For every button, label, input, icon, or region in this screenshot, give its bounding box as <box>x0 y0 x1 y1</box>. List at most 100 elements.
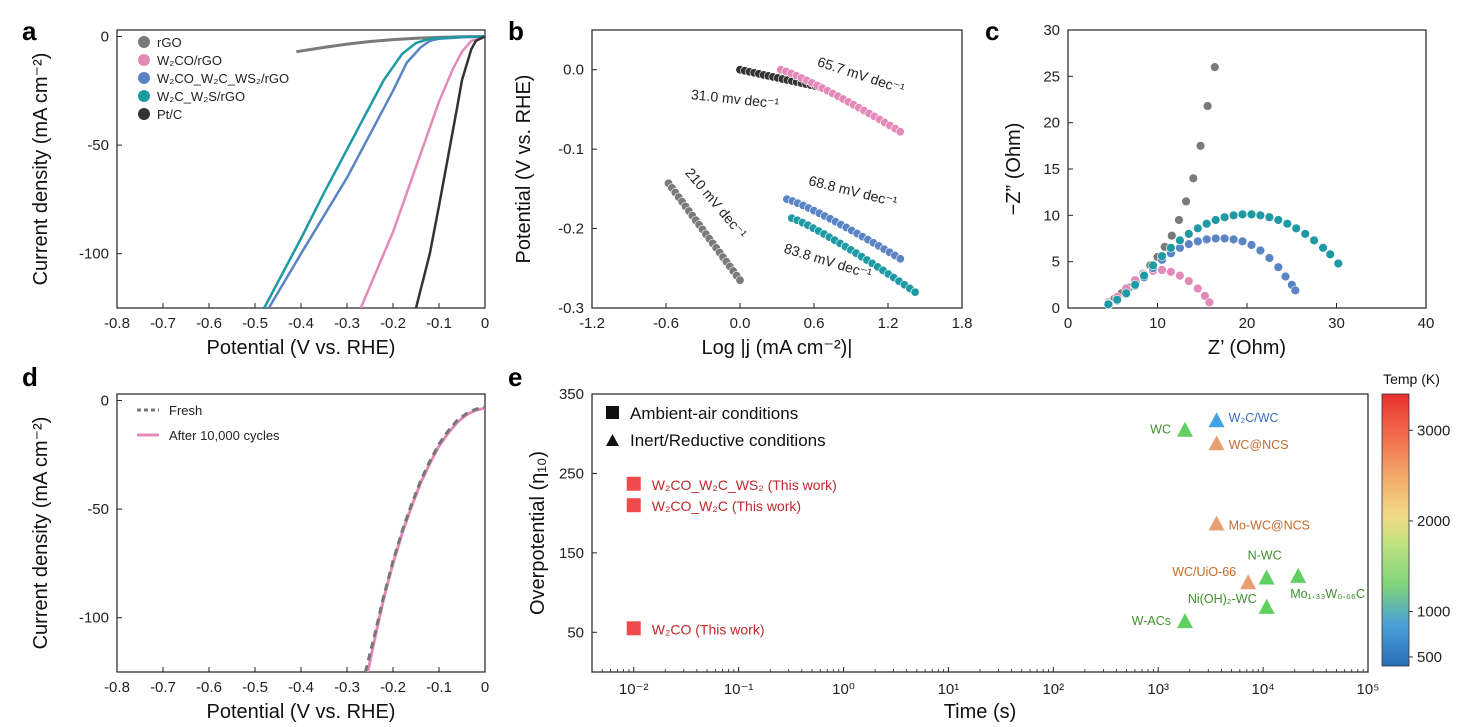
data-point-c-rGO <box>1195 141 1206 151</box>
x-tick-label-b: 0.0 <box>730 315 751 332</box>
x-tick-label-a: -0.7 <box>150 315 176 332</box>
data-point-c-W2C_W2S/rGO <box>1237 209 1248 220</box>
y-tick-label-e: 50 <box>567 624 584 641</box>
data-point-c-W2C_W2S/rGO <box>1103 299 1114 309</box>
data-point-b-W2CO/rGO <box>895 127 905 137</box>
data-point-c-W2CO/rGO <box>1204 297 1215 308</box>
legend-label-e: Inert/Reductive conditions <box>630 431 826 450</box>
data-point-c-W2C_W2S/rGO <box>1273 215 1284 225</box>
y-tick-label-e: 350 <box>559 386 584 403</box>
x-tick-label-c: 30 <box>1328 315 1345 332</box>
colorbar-tick-label: 500 <box>1417 649 1442 666</box>
y-tick-label-c: 0 <box>1052 300 1060 317</box>
data-point-b-W2CO_W2C_WS2/rGO <box>895 254 905 264</box>
x-tick-label-a: -0.2 <box>380 315 406 332</box>
data-point-c-W2C_W2S/rGO <box>1318 243 1328 253</box>
x-tick-label-c: 20 <box>1239 315 1256 332</box>
legend-label-a: W₂CO/rGO <box>157 53 222 68</box>
legend-label-a: W₂CO_W₂C_WS₂/rGO <box>157 71 289 86</box>
temperature-colorbar: Temp (K) 500 1000 2000 3000 <box>1381 371 1450 667</box>
panel-label-e: e <box>508 362 522 392</box>
legend-label-a: W₂C_W₂S/rGO <box>157 89 245 104</box>
data-point-c-W2C_W2S/rGO <box>1282 219 1293 229</box>
y-tick-label-c: 20 <box>1043 115 1060 132</box>
data-point-c-W2C_W2S/rGO <box>1112 295 1122 305</box>
point-label-e: N-WC <box>1248 548 1282 562</box>
legend-marker-a <box>138 90 150 102</box>
data-point-c-W2CO_W2C_WS2/rGO <box>1228 234 1239 245</box>
series-line-a-W2CO/rGO <box>359 35 485 308</box>
data-point-c-W2CO_W2C_WS2/rGO <box>1184 239 1194 249</box>
x-tick-label-b: 1.8 <box>952 315 973 332</box>
data-point-e-square <box>626 498 641 513</box>
legend-marker-a <box>138 54 150 66</box>
data-point-e-square <box>626 621 641 636</box>
x-tick-label-a: 0 <box>481 315 489 332</box>
x-tick-label-d: -0.6 <box>196 679 222 696</box>
panel-a-chart: -0.8 -0.7 -0.6 -0.5 -0.4 -0.3 -0.2 -0.1 0 0 -50 -10… <box>30 29 489 359</box>
x-tick-label-b: -1.2 <box>579 315 605 332</box>
x-axis-label-e: Time (s) <box>944 701 1017 723</box>
slope-annotation-b: 83.8 mV dec⁻¹ <box>782 240 874 282</box>
y-axis-label-c: −Z” (Ohm) <box>1003 123 1025 216</box>
data-point-c-W2C_W2S/rGO <box>1184 229 1194 239</box>
data-point-c-W2C_W2S/rGO <box>1325 249 1335 260</box>
x-tick-label-c: 0 <box>1064 315 1072 332</box>
point-label-e: WC/UiO-66 <box>1172 565 1236 579</box>
x-tick-label-e: 10³ <box>1147 681 1169 698</box>
data-point-e-triangle <box>1208 412 1225 428</box>
x-tick-label-a: -0.6 <box>196 315 222 332</box>
y-tick-label-c: 15 <box>1043 161 1060 178</box>
data-point-b-W2C_W2S/rGO <box>910 287 920 297</box>
legend-marker-a <box>138 72 150 84</box>
y-tick-label-c: 30 <box>1043 22 1060 39</box>
data-point-e-square <box>626 476 641 491</box>
x-tick-label-d: -0.3 <box>334 679 360 696</box>
legend-square-marker-e <box>606 406 619 419</box>
series-line-a-Pt/C <box>414 35 485 308</box>
data-point-c-rGO <box>1210 62 1220 72</box>
data-point-e-triangle <box>1258 569 1275 585</box>
y-axis-label-a: Current density (mA cm⁻²) <box>30 53 52 286</box>
panel-label-b: b <box>508 16 524 46</box>
data-point-e-triangle <box>1240 574 1257 590</box>
x-tick-label-e: 10⁴ <box>1252 681 1275 698</box>
legend-label-e: Ambient-air conditions <box>630 404 798 423</box>
data-point-c-W2CO_W2C_WS2/rGO <box>1193 236 1203 247</box>
data-point-c-W2C_W2S/rGO <box>1210 215 1221 225</box>
x-tick-label-e: 10⁻¹ <box>724 681 754 698</box>
x-tick-label-e: 10⁵ <box>1357 681 1380 698</box>
point-label-e: W₂CO_W₂C (This work) <box>652 498 801 514</box>
y-tick-label-b: 0.0 <box>563 62 584 79</box>
y-tick-label-a: -100 <box>79 246 109 263</box>
data-point-c-W2CO/rGO <box>1166 267 1176 277</box>
panel-d-chart: -0.8 -0.7 -0.6 -0.5 -0.4 -0.3 -0.2 -0.1 0 0 -50 -10… <box>30 393 489 723</box>
panel-label-d: d <box>22 362 38 392</box>
x-axis-label-c: Z’ (Ohm) <box>1208 337 1286 359</box>
data-point-c-W2C_W2S/rGO <box>1264 212 1275 222</box>
x-tick-label-d: 0 <box>481 679 489 696</box>
y-tick-label-a: 0 <box>101 29 109 46</box>
x-tick-label-a: -0.3 <box>334 315 360 332</box>
data-point-e-triangle <box>1258 598 1275 614</box>
data-point-c-W2C_W2S/rGO <box>1333 258 1344 269</box>
point-label-e: W-ACs <box>1132 614 1171 628</box>
x-tick-label-a: -0.4 <box>288 315 314 332</box>
x-tick-label-d: -0.1 <box>426 679 452 696</box>
x-tick-label-d: -0.5 <box>242 679 268 696</box>
x-tick-label-d: -0.4 <box>288 679 314 696</box>
data-point-c-W2C_W2S/rGO <box>1157 251 1167 261</box>
data-point-e-triangle <box>1208 515 1225 531</box>
point-label-e: W₂C/WC <box>1229 411 1279 425</box>
x-tick-label-c: 10 <box>1149 315 1166 332</box>
x-tick-label-a: -0.1 <box>426 315 452 332</box>
panel-label-a: a <box>22 16 37 46</box>
legend-label-d: Fresh <box>169 403 202 418</box>
panel-e-chart: 10⁻² 10⁻¹ 10⁰ 10¹ 10² 10³ 10⁴ 10⁵ 50 150 250 350 Tim… <box>527 386 1379 723</box>
y-tick-label-d: -100 <box>79 610 109 627</box>
x-tick-label-e: 10² <box>1042 681 1064 698</box>
y-axis-label-e: Overpotential (η₁₀) <box>527 451 549 615</box>
x-tick-label-b: 0.6 <box>804 315 825 332</box>
series-line-d-fresh <box>363 405 485 672</box>
